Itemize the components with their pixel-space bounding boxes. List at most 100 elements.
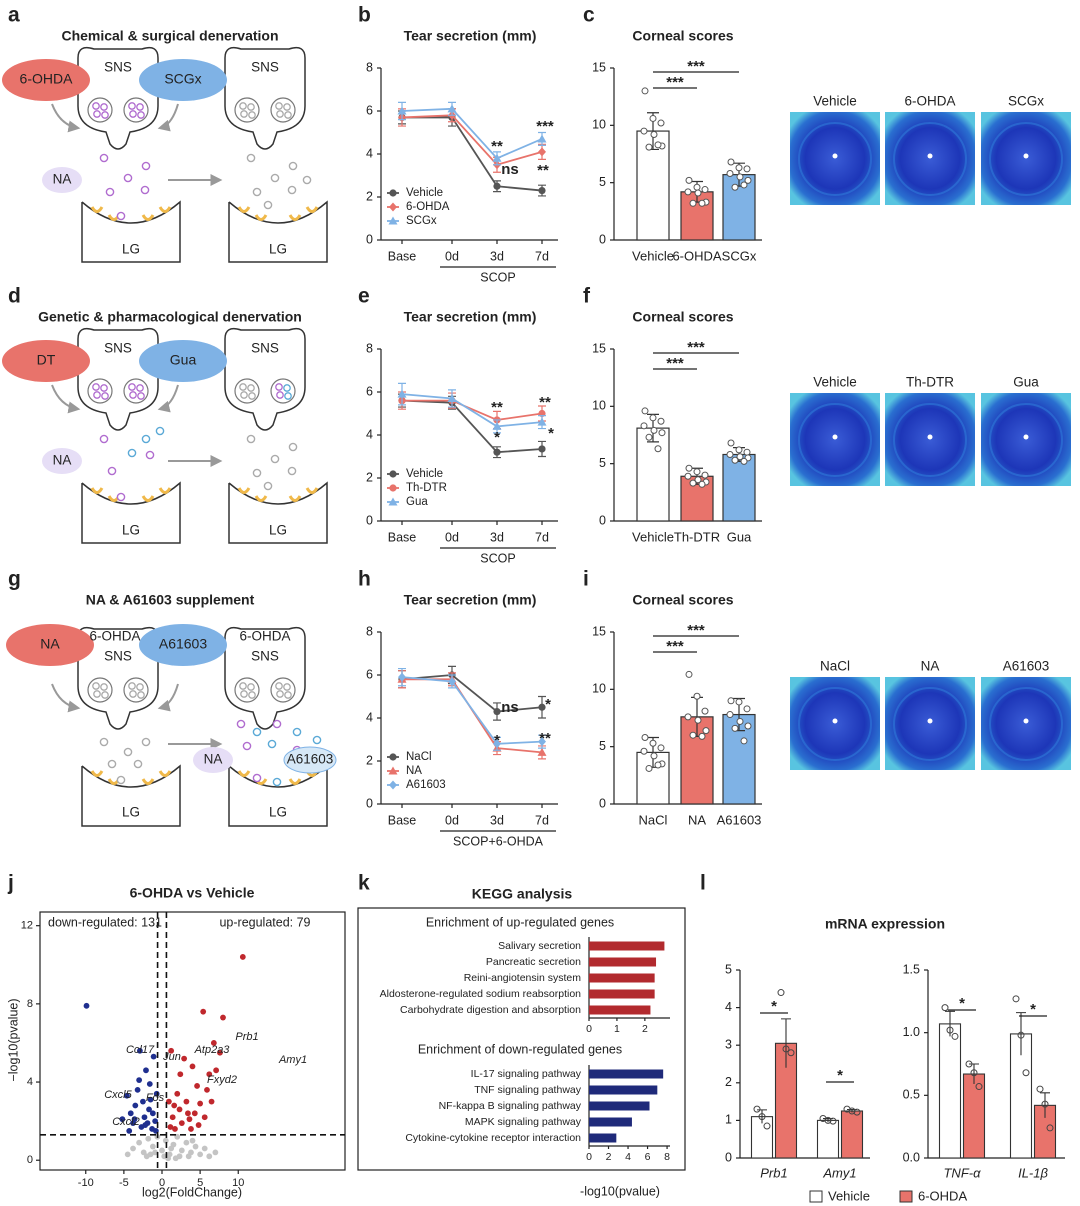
diagram-title: Chemical & surgical denervation [61,28,278,44]
drug-ellipse [139,340,227,382]
y-tick-label: 0 [599,513,606,527]
data-point [1036,1085,1044,1093]
data-point [649,414,657,422]
vesicle [283,683,291,691]
transmitter [116,211,126,221]
vesicle-cluster [270,97,296,123]
vesicle-cluster [123,97,149,123]
y-tick-label: 5 [599,739,606,753]
transmitter [270,173,280,183]
y-tick-label: 0 [599,796,606,810]
data-point [177,1071,184,1078]
marker [388,497,398,506]
data-point [975,1083,983,1091]
transmitter-ellipse [42,448,82,474]
error-bar [1040,1092,1050,1118]
y-tick-label: 3 [725,1037,732,1051]
x-tick-label: Prb1 [760,1165,787,1180]
category-label: Cytokine-cytokine receptor interaction [405,1132,581,1144]
marker [537,417,547,426]
x-tick-label: 8 [664,1151,670,1163]
data-point [693,468,701,476]
cornea-ring [989,122,1063,196]
data-point [735,164,743,172]
transmitter [246,434,256,444]
receptor [90,206,104,213]
data-point [185,1153,192,1160]
data-point [965,1060,973,1068]
photo-label: 6-OHDA [904,94,955,109]
vesicle [129,690,137,698]
cornea-spot [1023,434,1029,440]
data-point [736,717,744,725]
data-point [126,1128,133,1134]
transmitter [116,492,126,502]
vesicle [92,102,100,110]
data-point [650,131,658,139]
marker [389,202,397,212]
vesicle [248,392,256,400]
data-point [689,731,697,739]
vesicle [128,383,136,391]
bar [938,1023,962,1159]
legend-label: Vehicle [828,1188,870,1203]
significance: * [545,696,551,713]
cornea-ring [989,403,1063,477]
marker [493,739,501,749]
data-point [172,1126,178,1132]
x-tick-label: -5 [119,1177,129,1189]
marker [398,672,406,682]
transmitter [272,719,282,729]
drug-ellipse [6,624,94,666]
chart-subtitle: Enrichment of up-regulated genes [426,915,614,929]
vesicle-cluster [270,677,296,703]
data-point [758,1113,766,1121]
vesicle [284,111,292,119]
vesicle [284,691,292,699]
data-point [83,1002,90,1009]
data-point [1012,995,1020,1003]
data-point [743,448,751,456]
data-point [946,1026,954,1034]
error-bar [945,1010,955,1037]
group-label: SCOP+6-OHDA [453,834,544,848]
chart-title: Tear secretion (mm) [404,28,537,44]
significance: *** [536,118,554,135]
receptor [288,495,302,502]
significance: *** [687,58,705,75]
vesicle-cluster [87,97,113,123]
data-point [217,1049,223,1056]
x-tick-label: 3d [490,249,504,263]
bar [589,1085,658,1095]
transmitter [123,747,133,757]
photo-label: NaCl [820,659,850,674]
transmitter [288,161,298,171]
y-tick-label: 5 [599,456,606,470]
x-tick-label: 0d [445,813,459,827]
data-point [740,737,748,745]
y-tick-label: 1.0 [903,1025,920,1039]
data-point [731,183,739,191]
data-point [119,1116,126,1123]
transmitter [141,737,151,747]
vesicle-cluster [123,378,149,404]
y-tick-label: 5 [599,175,606,189]
photo-label: Vehicle [813,375,857,390]
data-point [1022,1069,1030,1077]
data-point [172,1155,179,1162]
data-point [731,456,739,464]
data-point [143,1067,149,1074]
cornea-ring [798,403,872,477]
neuron [77,327,159,431]
transmitter [263,200,273,210]
marker [492,153,502,162]
marker [448,676,456,686]
data-point [149,1143,156,1150]
series-line [401,674,543,713]
data-point [731,724,739,732]
transmitter [107,759,117,769]
panel-letter: i [583,568,589,591]
panel-letter: l [700,872,706,895]
data-point [684,713,692,721]
y-tick-label: 15 [592,341,606,355]
